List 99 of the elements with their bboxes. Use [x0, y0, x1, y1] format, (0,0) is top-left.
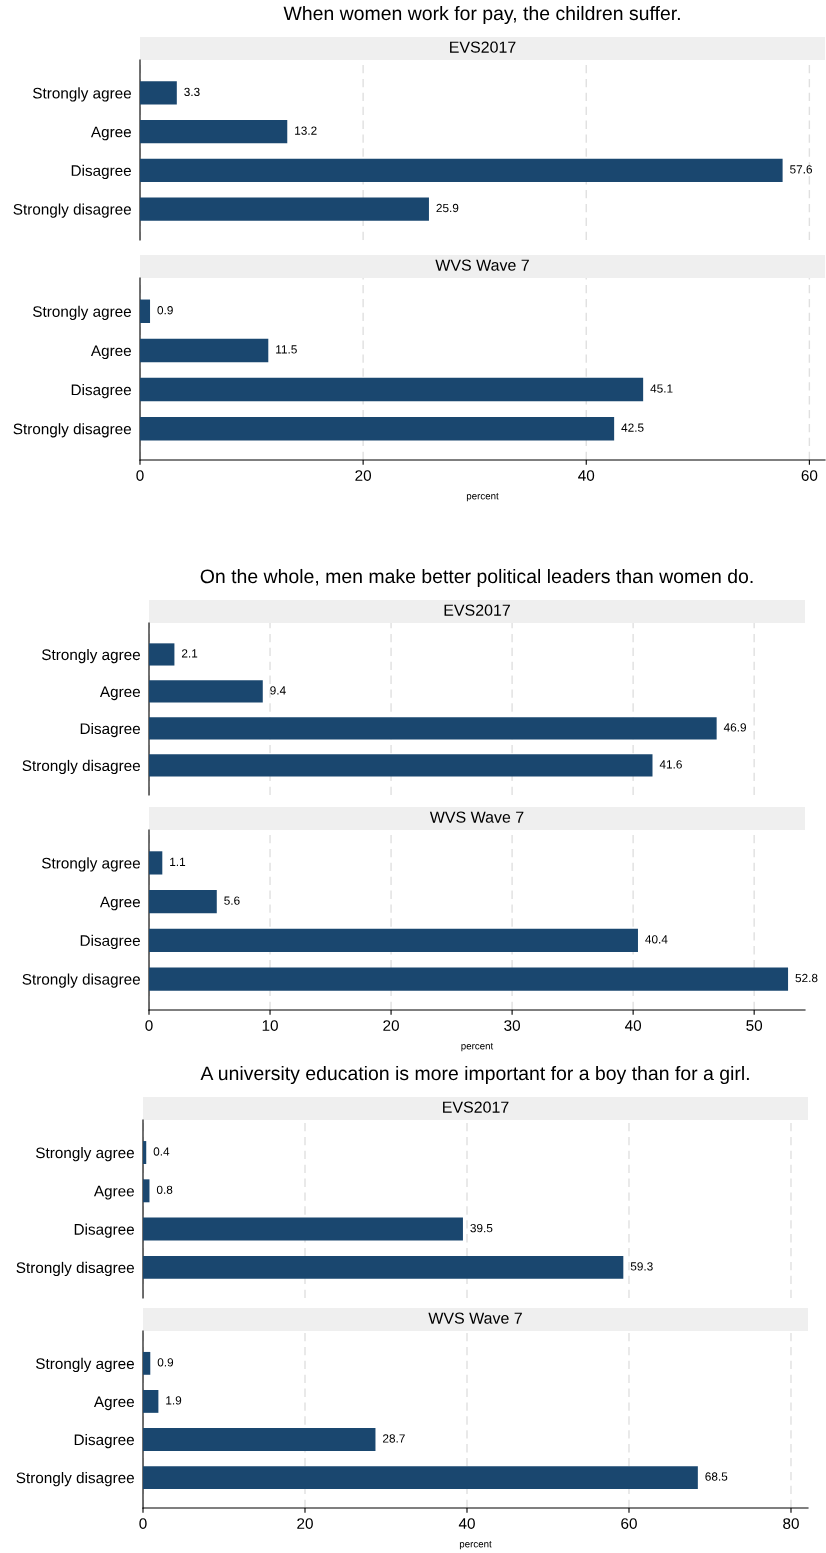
y-tick-label: Agree	[93, 1396, 134, 1411]
bar	[140, 377, 644, 402]
x-tick-label: 80	[783, 1518, 799, 1529]
x-axis-title: percent	[466, 493, 499, 502]
bar	[143, 1255, 624, 1279]
y-tick-label: Disagree	[71, 384, 131, 399]
x-tick-label: 0	[136, 470, 144, 481]
bar	[149, 754, 653, 777]
y-tick-label: Disagree	[71, 164, 131, 180]
data-label: 11.5	[276, 345, 297, 354]
chart-title: When women work for pay, the children suffer.	[283, 5, 680, 25]
data-label: 40.4	[645, 935, 668, 944]
x-tick-label: 20	[383, 1020, 399, 1031]
data-label: 9.4	[270, 686, 286, 695]
y-tick-label: Strongly disagree	[16, 1261, 134, 1277]
x-tick-label: 20	[355, 470, 372, 481]
bar	[140, 120, 288, 144]
y-tick-label: Agree	[99, 896, 140, 911]
bar	[143, 1466, 698, 1489]
chart-title: On the whole, men make better political leaders than women do.	[200, 568, 753, 588]
y-tick-label: Strongly disagree	[13, 423, 131, 438]
data-label: 25.9	[436, 203, 459, 213]
data-label: 1.9	[166, 1396, 182, 1405]
bar	[149, 851, 163, 875]
data-label: 5.6	[224, 896, 240, 905]
bar	[149, 680, 263, 703]
y-tick-label: Disagree	[80, 722, 140, 738]
x-tick-label: 20	[297, 1518, 313, 1529]
y-tick-label: Disagree	[74, 1433, 134, 1449]
y-tick-label: Strongly agree	[42, 857, 140, 872]
chart-title: A university education is more important for a boy than for a girl.	[200, 1065, 749, 1085]
y-tick-label: Agree	[93, 1185, 134, 1200]
data-label: 28.7	[383, 1434, 405, 1443]
data-label: 13.2	[295, 126, 317, 135]
y-tick-label: Strongly disagree	[16, 1472, 134, 1487]
bar	[149, 717, 717, 740]
data-label: 1.1	[170, 857, 186, 866]
data-label: 46.9	[723, 723, 747, 732]
x-tick-label: 30	[504, 1020, 520, 1031]
data-label: 42.5	[621, 423, 644, 432]
y-tick-label: Strongly agree	[33, 305, 131, 320]
chart-subtitle: WVS Wave 7	[435, 259, 529, 271]
data-label: 0.9	[157, 306, 173, 315]
bar	[143, 1217, 463, 1241]
y-tick-label: Agree	[99, 686, 140, 701]
x-tick-label: 40	[578, 470, 595, 481]
data-label: 0.8	[156, 1185, 173, 1194]
y-tick-label: Disagree	[80, 934, 140, 950]
x-tick-label: 10	[262, 1020, 278, 1031]
y-tick-label: Disagree	[74, 1223, 134, 1238]
data-label: 3.3	[184, 87, 200, 97]
x-tick-label: 60	[621, 1518, 637, 1529]
y-tick-label: Strongly disagree	[22, 759, 140, 775]
x-axis-title: percent	[459, 1541, 492, 1550]
chart-subtitle: EVS2017	[444, 604, 510, 616]
bar	[140, 338, 269, 363]
x-tick-label: 50	[746, 1020, 763, 1031]
bar	[140, 299, 151, 324]
x-tick-label: 0	[139, 1518, 147, 1529]
data-label: 41.6	[659, 760, 682, 769]
chart-subtitle: EVS2017	[450, 41, 516, 53]
bar	[149, 928, 638, 952]
chart-subtitle: EVS2017	[443, 1101, 509, 1113]
y-tick-label: Strongly agree	[36, 1357, 134, 1373]
x-tick-label: 60	[801, 470, 818, 481]
chart-subtitle: WVS Wave 7	[429, 811, 524, 823]
data-label: 0.9	[157, 1358, 174, 1367]
y-tick-label: Strongly disagree	[13, 203, 131, 218]
bar	[140, 197, 429, 221]
y-tick-label: Strongly agree	[42, 648, 140, 664]
bar	[143, 1428, 376, 1451]
bar	[149, 890, 217, 914]
data-label: 68.5	[705, 1472, 728, 1481]
x-tick-label: 40	[458, 1518, 475, 1529]
data-label: 52.8	[795, 973, 818, 983]
data-label: 59.3	[630, 1262, 653, 1271]
x-axis-title: percent	[461, 1043, 494, 1052]
data-label: 2.1	[181, 649, 198, 658]
y-tick-label: Agree	[90, 126, 131, 141]
data-label: 0.4	[153, 1147, 170, 1156]
x-tick-label: 0	[145, 1020, 153, 1031]
bar	[143, 1390, 159, 1413]
bar	[143, 1351, 151, 1375]
x-tick-label: 40	[624, 1020, 642, 1031]
bar	[140, 416, 615, 441]
bar	[140, 81, 177, 105]
bar	[149, 967, 789, 991]
chart-subtitle: WVS Wave 7	[428, 1312, 522, 1324]
bar	[140, 158, 783, 182]
y-tick-label: Strongly agree	[33, 87, 131, 102]
bar	[143, 1141, 147, 1165]
bar	[143, 1179, 150, 1203]
data-label: 57.6	[790, 165, 813, 174]
data-label: 45.1	[650, 384, 673, 393]
bar	[149, 643, 175, 666]
data-label: 39.5	[470, 1223, 493, 1233]
y-tick-label: Strongly agree	[36, 1147, 134, 1162]
y-tick-label: Agree	[90, 345, 131, 360]
y-tick-label: Strongly disagree	[22, 973, 140, 988]
